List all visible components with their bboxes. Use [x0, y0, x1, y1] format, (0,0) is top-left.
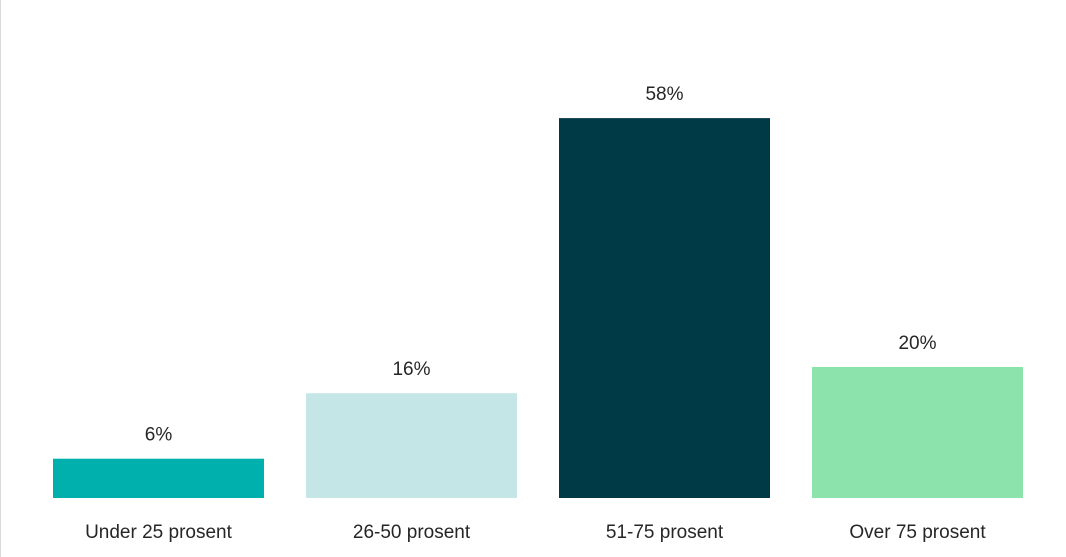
- x-tick-label-4: Over 75 prosent: [849, 522, 986, 543]
- data-label-3: 58%: [645, 84, 683, 105]
- bar-3: [559, 118, 770, 498]
- data-label-1: 6%: [145, 425, 173, 446]
- bars-layer: [53, 118, 1023, 498]
- x-tick-label-3: 51-75 prosent: [606, 522, 724, 543]
- data-label-4: 20%: [898, 333, 936, 354]
- chart-title-fragment: [401, 0, 561, 2]
- data-label-2: 16%: [392, 359, 430, 380]
- value-labels-layer: 6% 16% 58% 20%: [145, 84, 937, 446]
- x-tick-label-1: Under 25 prosent: [85, 522, 233, 543]
- bar-4: [812, 367, 1023, 498]
- bar-2: [306, 393, 517, 498]
- x-tick-label-2: 26-50 prosent: [353, 522, 471, 543]
- tick-labels-layer: Under 25 prosent 26-50 prosent 51-75 prose…: [85, 522, 986, 543]
- bar-1: [53, 458, 264, 498]
